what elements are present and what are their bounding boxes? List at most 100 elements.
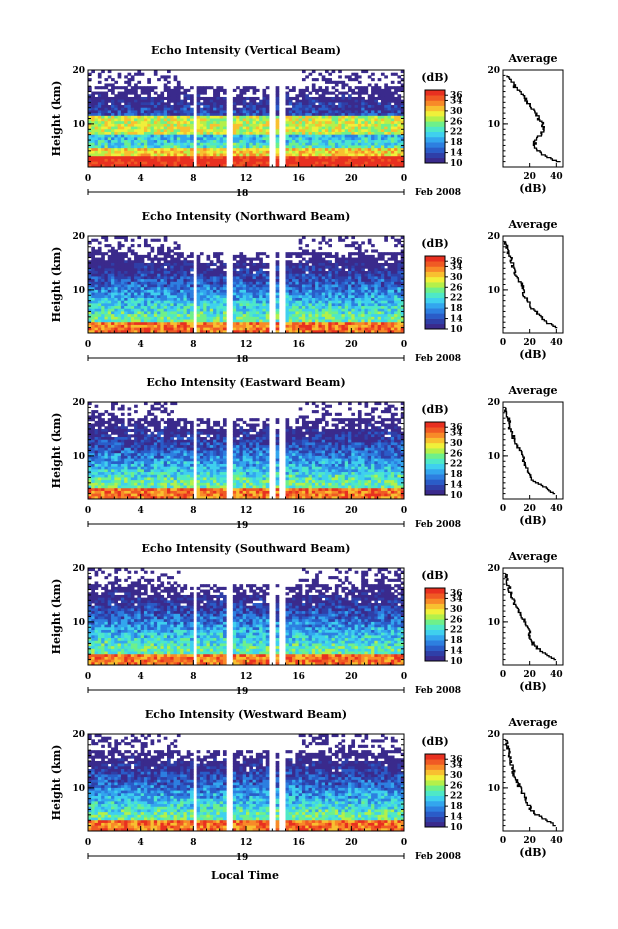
heatmap-cell — [213, 254, 217, 258]
heatmap-cell — [344, 158, 349, 163]
heatmap-cell — [321, 161, 326, 165]
heatmap-cell — [285, 314, 290, 318]
heatmap-cell — [285, 252, 290, 256]
heatmap-cell — [147, 113, 151, 117]
heatmap-cell — [295, 105, 300, 109]
heatmap-cell — [206, 148, 211, 152]
heatmap-cell — [183, 99, 188, 103]
heatmap-cell — [285, 99, 290, 103]
heatmap-cell — [394, 126, 398, 130]
heatmap-cell — [130, 78, 135, 82]
heatmap-cell — [292, 113, 296, 117]
heatmap-cell — [341, 145, 346, 149]
heatmap-cell — [157, 287, 161, 291]
heatmap-cell — [305, 273, 309, 277]
heatmap-cell — [190, 314, 194, 318]
heatmap-cell — [252, 99, 257, 103]
heatmap-cell — [199, 287, 204, 291]
heatmap-cell — [97, 327, 102, 331]
heatmap-cell — [321, 265, 326, 269]
heatmap-cell — [321, 268, 326, 272]
heatmap-cell — [186, 287, 191, 291]
heatmap-cell — [160, 322, 165, 326]
heatmap-cell — [325, 262, 329, 267]
heatmap-cell — [196, 142, 201, 146]
heatmap-cell — [397, 131, 402, 136]
heatmap-cell — [140, 145, 145, 149]
heatmap-cell — [190, 300, 194, 304]
heatmap-cell — [117, 284, 122, 288]
heatmap-cell — [341, 80, 346, 84]
heatmap-cell — [255, 281, 260, 285]
heatmap-cell — [213, 164, 217, 168]
heatmap-cell — [246, 257, 250, 261]
heatmap-cell — [173, 308, 178, 312]
heatmap-cell — [288, 134, 293, 138]
heatmap-cell — [371, 137, 375, 141]
heatmap-cell — [265, 134, 270, 138]
heatmap-cell — [262, 115, 267, 119]
heatmap-cell — [180, 126, 184, 130]
heatmap-cell — [262, 129, 267, 133]
heatmap-cell — [140, 316, 145, 320]
heatmap-cell — [91, 113, 95, 117]
heatmap-cell — [301, 148, 306, 152]
heatmap-cell — [130, 297, 135, 302]
heatmap-cell — [101, 327, 105, 331]
heatmap-cell — [232, 126, 237, 130]
heatmap-cell — [252, 265, 257, 269]
heatmap-cell — [167, 308, 171, 312]
heatmap-cell — [199, 308, 204, 312]
heatmap-cell — [140, 314, 145, 318]
heatmap-cell — [262, 150, 267, 154]
heatmap-cell — [354, 113, 359, 117]
heatmap-cell — [160, 115, 165, 119]
heatmap-cell — [321, 316, 326, 320]
heatmap-cell — [334, 268, 339, 272]
heatmap-cell — [338, 91, 342, 95]
heatmap-cell — [295, 118, 300, 122]
heatmap-cell — [357, 148, 362, 152]
heatmap-cell — [259, 322, 263, 326]
heatmap-cell — [199, 153, 204, 157]
heatmap-cell — [163, 238, 168, 242]
heatmap-cell — [222, 289, 227, 293]
heatmap-cell — [153, 96, 158, 101]
heatmap-cell — [285, 319, 290, 323]
heatmap-cell — [348, 303, 352, 307]
heatmap-cell — [338, 316, 342, 320]
heatmap-cell — [351, 137, 356, 141]
heatmap-cell — [344, 131, 349, 136]
heatmap-cell — [239, 257, 244, 261]
heatmap-cell — [361, 115, 365, 119]
heatmap-cell — [239, 300, 244, 304]
heatmap-cell — [348, 161, 352, 165]
heatmap-cell — [305, 121, 309, 125]
heatmap-cell — [292, 153, 296, 157]
heatmap-cell — [384, 91, 388, 95]
heatmap-cell — [137, 297, 142, 302]
heatmap-cell — [367, 161, 372, 165]
heatmap-cell — [134, 281, 138, 285]
heatmap-cell — [173, 316, 178, 320]
heatmap-cell — [183, 164, 188, 168]
heatmap-cell — [249, 295, 253, 299]
heatmap-cell — [301, 300, 306, 304]
heatmap-cell — [117, 131, 122, 136]
heatmap-cell — [351, 134, 356, 138]
heatmap-cell — [308, 140, 313, 144]
heatmap-cell — [301, 142, 306, 146]
heatmap-cell — [285, 281, 290, 285]
heatmap-cell — [219, 134, 224, 138]
heatmap-cell — [334, 316, 339, 320]
heatmap-cell — [315, 140, 319, 144]
heatmap-cell — [88, 107, 92, 111]
heatmap-cell — [134, 316, 138, 320]
heatmap-cell — [325, 153, 329, 157]
heatmap-cell — [196, 161, 201, 165]
heatmap-cell — [101, 316, 105, 320]
heatmap-cell — [321, 319, 326, 323]
heatmap-cell — [124, 150, 128, 154]
heatmap-cell — [153, 254, 158, 258]
heatmap-cell — [351, 327, 356, 331]
